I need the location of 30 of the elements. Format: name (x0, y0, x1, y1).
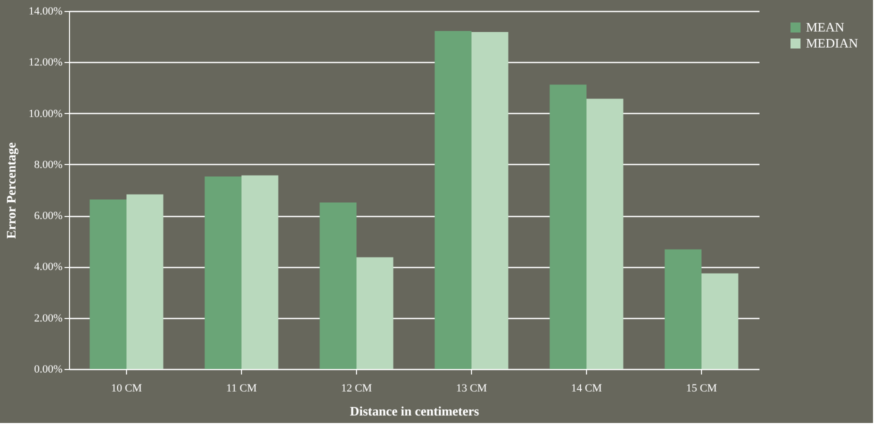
x-tick-label: 12 CM (341, 382, 372, 394)
x-tick-label: 10 CM (111, 382, 142, 394)
bar (90, 199, 126, 369)
bar (242, 175, 278, 369)
x-tick-label: 13 CM (456, 382, 488, 394)
bar (356, 257, 394, 369)
x-axis-title: Distance in centimeters (350, 404, 480, 418)
bar (550, 84, 586, 369)
legend-label: MEDIAN (806, 36, 859, 50)
y-tick-label: 2.00% (34, 312, 62, 324)
x-tick-label: 15 CM (686, 382, 718, 394)
bar (702, 273, 738, 369)
bar (204, 176, 242, 369)
y-axis-title: Error Percentage (4, 142, 19, 239)
y-tick-label: 8.00% (34, 158, 62, 171)
bar (586, 98, 624, 369)
y-tick-label: 12.00% (28, 56, 62, 69)
y-tick-label: 0.00% (34, 364, 62, 376)
y-tick-label: 6.00% (34, 210, 62, 222)
x-tick-label: 11 CM (226, 382, 257, 394)
y-tick-label: 4.00% (34, 261, 62, 274)
bar (664, 249, 702, 369)
bar (126, 194, 164, 369)
bar (472, 32, 508, 369)
bar (434, 30, 472, 369)
y-tick-label: 10.00% (28, 108, 62, 120)
bar (320, 202, 356, 369)
x-tick-label: 14 CM (571, 382, 602, 394)
legend-label: MEAN (806, 20, 845, 34)
y-tick-label: 14.00% (28, 6, 62, 18)
